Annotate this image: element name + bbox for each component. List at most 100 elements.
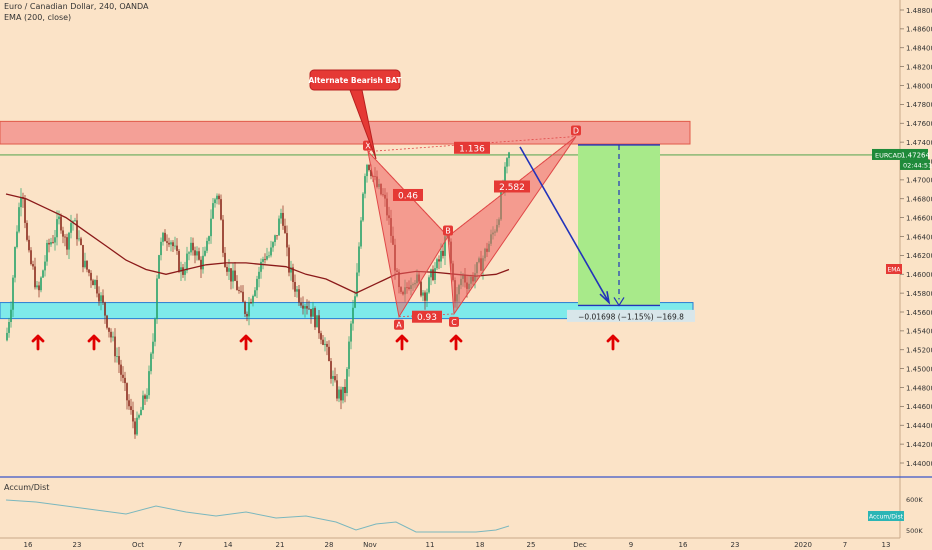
indicator-legend[interactable]: EMA (200, close) <box>4 13 72 22</box>
ratio-badge <box>454 141 490 154</box>
ema-200-line[interactable] <box>5 193 510 294</box>
candle-body <box>124 377 126 384</box>
candle-body <box>260 261 262 272</box>
pattern-point-d-badge <box>571 125 581 136</box>
candle-body <box>196 251 198 256</box>
candle-body <box>340 389 342 401</box>
accum-dist-line[interactable] <box>5 499 510 533</box>
candle-body <box>284 225 286 234</box>
candle-body <box>220 199 222 220</box>
candle-body <box>170 242 172 245</box>
time-tick-label: 7 <box>843 541 847 549</box>
candle-body <box>328 346 330 362</box>
time-tick-label: 13 <box>882 541 891 549</box>
candle-body <box>128 400 130 407</box>
price-tick-label: 1.48800 <box>906 7 932 15</box>
candle-body <box>236 280 238 291</box>
candle-body <box>246 313 248 317</box>
candle-body <box>34 266 36 288</box>
price-tick-label: 1.45600 <box>906 309 932 317</box>
candle-body <box>440 250 442 262</box>
pattern-point-b-label: B <box>445 227 451 236</box>
candle-body <box>330 361 332 379</box>
projection-arrow[interactable] <box>519 146 610 303</box>
candle-body <box>94 280 96 286</box>
candle-body <box>344 386 346 394</box>
candle-body <box>142 395 144 410</box>
pattern-xab-triangle[interactable] <box>367 149 449 319</box>
candle-body <box>214 199 216 204</box>
price-tick-label: 1.46400 <box>906 233 932 241</box>
candle-body <box>226 266 228 272</box>
candle-body <box>324 343 326 345</box>
candle-body <box>100 295 102 302</box>
candle-body <box>224 252 226 267</box>
price-tick-label: 1.48200 <box>906 63 932 71</box>
candle-body <box>218 195 220 200</box>
candle-body <box>432 269 434 281</box>
candle-body <box>286 233 288 248</box>
candle-body <box>60 216 62 231</box>
time-tick-label: 21 <box>276 541 285 549</box>
pattern-bcd-triangle[interactable] <box>447 136 577 316</box>
candle-body <box>316 315 318 328</box>
candle-body <box>64 236 66 238</box>
candle-body <box>362 193 364 221</box>
candle-body <box>30 250 32 265</box>
price-badge-symbol: EURCAD <box>875 151 902 159</box>
ratio-label: 0.46 <box>398 191 418 201</box>
time-tick-label: 23 <box>73 541 82 549</box>
price-tick-label: 1.47000 <box>906 177 932 185</box>
candle-body <box>262 259 264 262</box>
price-tick-label: 1.45000 <box>906 365 932 373</box>
price-tick-label: 1.46800 <box>906 196 932 204</box>
candle-body <box>152 341 154 354</box>
price-tick-label: 1.44800 <box>906 384 932 392</box>
callout-label: Alternate Bearish BAT <box>308 76 402 85</box>
price-tick-label: 1.47800 <box>906 101 932 109</box>
candle-body <box>96 280 98 294</box>
candle-body <box>132 409 134 422</box>
candle-body <box>300 302 302 306</box>
candle-body <box>158 255 160 279</box>
candle-body <box>238 290 240 291</box>
candle-body <box>422 292 424 296</box>
candle-body <box>352 307 354 324</box>
candle-body <box>144 395 146 399</box>
candle-body <box>358 246 360 273</box>
candle-body <box>426 292 428 301</box>
candle-body <box>258 271 260 279</box>
candle-body <box>270 247 272 256</box>
candle-body <box>108 327 110 332</box>
candle-body <box>76 220 78 240</box>
candle-body <box>150 353 152 372</box>
candle-body <box>322 339 324 345</box>
candle-body <box>62 230 64 237</box>
ema-badge-label: EMA <box>887 267 901 274</box>
candle-body <box>14 247 16 278</box>
candle-body <box>148 371 150 396</box>
time-tick-label: 25 <box>527 541 536 549</box>
candle-body <box>506 158 508 167</box>
price-tick-label: 1.44400 <box>906 422 932 430</box>
candle-body <box>202 255 204 270</box>
candle-body <box>442 250 444 256</box>
candle-body <box>254 290 256 297</box>
resistance-zone[interactable] <box>0 120 691 145</box>
up-arrow-icon <box>449 334 463 351</box>
candle-body <box>104 302 106 316</box>
candle-body <box>438 259 440 262</box>
candle-body <box>208 236 210 241</box>
candle-body <box>200 259 202 270</box>
candle-body <box>304 306 306 309</box>
candle-body <box>6 332 8 341</box>
ema-badge <box>886 264 902 274</box>
candle-body <box>188 252 190 254</box>
target-box[interactable] <box>578 144 660 306</box>
price-symbol-badge[interactable] <box>872 148 928 160</box>
candle-body <box>326 343 328 347</box>
candle-body <box>56 219 58 238</box>
up-arrow-icon <box>87 334 101 351</box>
candle-body <box>102 295 104 303</box>
